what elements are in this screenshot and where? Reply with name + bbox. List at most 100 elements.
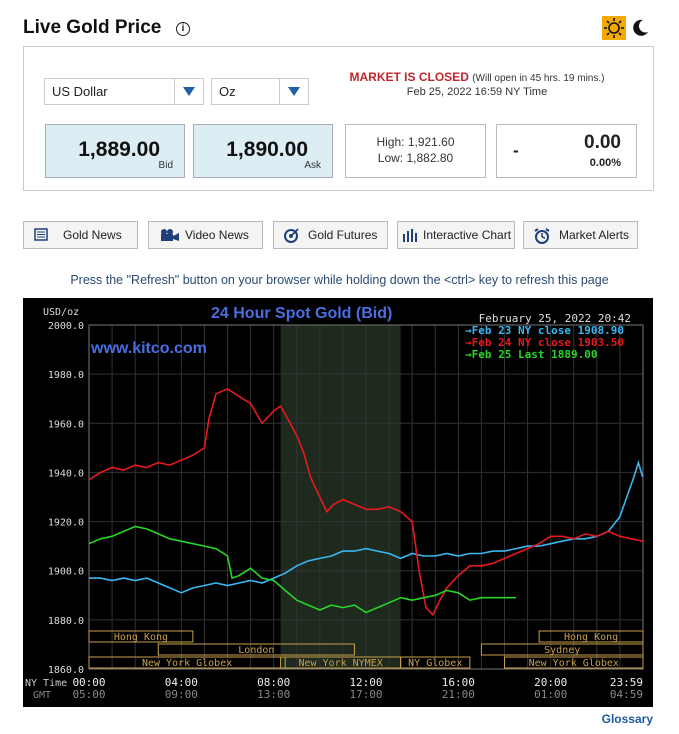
shaded-session-area (280, 325, 401, 669)
y-axis-label: USD/oz (43, 307, 79, 318)
unit-select[interactable]: Oz (211, 78, 309, 105)
bar-chart-icon (403, 229, 417, 242)
currency-value: US Dollar (52, 84, 108, 99)
gold-news-button[interactable]: Gold News (23, 221, 138, 249)
ask-price: 1,890.00 (226, 138, 308, 161)
chart-title: 24 Hour Spot Gold (Bid) (211, 305, 392, 322)
x-tick-label: 04:00 (165, 676, 198, 689)
session-band-label: New York Globex (529, 658, 619, 669)
session-band-label: London (238, 645, 274, 656)
x-tick-label: 23:59 (610, 676, 643, 689)
market-status: MARKET IS CLOSED (Will open in 45 hrs. 1… (327, 70, 627, 98)
series-line (89, 459, 644, 594)
legend-entry: →Feb 25 Last 1889.00 (465, 348, 597, 361)
x-tick-label: 00:00 (72, 676, 105, 689)
video-news-button[interactable]: Video News (148, 221, 263, 249)
alarm-clock-icon (534, 228, 550, 244)
x-tick-label-gmt: 05:00 (72, 688, 105, 701)
page-title: Live Gold Price (23, 17, 162, 38)
x-axis-row-label: GMT (33, 690, 51, 701)
x-tick-label-gmt: 21:00 (442, 688, 475, 701)
x-tick-label-gmt: 17:00 (349, 688, 382, 701)
y-tick-label: 1960.0 (48, 419, 84, 430)
series-line (88, 525, 516, 614)
session-band-label: Sydney (544, 645, 580, 656)
glossary-link[interactable]: Glossary (601, 712, 653, 726)
x-tick-label: 16:00 (442, 676, 475, 689)
newspaper-icon (34, 228, 48, 241)
refresh-tip: Press the "Refresh" button on your brows… (70, 273, 609, 287)
chevron-down-icon (183, 87, 195, 96)
high-price: High: 1,921.60 (376, 135, 455, 149)
chart-date-label: February 25, 2022 20:42 (479, 312, 631, 325)
y-tick-label: 1880.0 (48, 616, 84, 627)
video-camera-icon (161, 229, 179, 241)
sun-icon (604, 18, 624, 38)
legend-entry: →Feb 24 NY close 1903.50 (465, 336, 624, 349)
session-band-label: New York NYMEX (298, 658, 382, 669)
session-band (88, 630, 194, 643)
x-tick-label-gmt: 09:00 (165, 688, 198, 701)
change-sign: - (513, 141, 519, 160)
x-tick-label: 08:00 (257, 676, 290, 689)
plot-frame (88, 324, 644, 670)
info-icon[interactable]: i (176, 22, 190, 36)
x-tick-label: 20:00 (534, 676, 567, 689)
x-tick-label: 12:00 (349, 676, 382, 689)
gold-price-chart[interactable]: 2000.0 1980.0 1960.0 1940.0 1920.0 1900.0 1880… (23, 298, 653, 707)
bid-box: 1,889.00 Bid (45, 124, 185, 178)
session-band (400, 656, 471, 669)
bid-price: 1,889.00 (78, 138, 160, 161)
market-alerts-button[interactable]: Market Alerts (523, 221, 638, 249)
bid-label: Bid (158, 160, 173, 171)
chart-svg: 2000.0 1980.0 1960.0 1940.0 1920.0 1900.0 1880… (25, 305, 644, 701)
session-band-label: Hong Kong (564, 632, 618, 643)
change-percent: 0.00% (589, 157, 621, 169)
chevron-down-icon (288, 87, 300, 96)
gold-news-label: Gold News (63, 228, 122, 242)
gold-futures-button[interactable]: Gold Futures (273, 221, 388, 249)
session-band (504, 656, 644, 669)
y-tick-label: 2000.0 (48, 321, 84, 332)
session-band (538, 630, 644, 643)
session-band-label: Hong Kong (114, 632, 168, 643)
y-tick-label: 1940.0 (48, 468, 84, 479)
video-news-label: Video News (185, 228, 249, 242)
session-band (157, 643, 355, 656)
x-tick-label-gmt: 01:00 (534, 688, 567, 701)
moon-icon (633, 19, 648, 36)
light-theme-button[interactable] (602, 16, 626, 40)
interactive-chart-label: Interactive Chart (423, 228, 512, 242)
session-band-label: NY Globex (408, 658, 462, 669)
unit-value: Oz (219, 84, 236, 99)
status-datetime: Feb 25, 2022 16:59 NY Time (406, 86, 548, 98)
currency-dropdown-arrow[interactable] (174, 79, 203, 104)
x-axis-row-label: NY Time (25, 678, 67, 689)
session-band (88, 656, 286, 669)
session-band-label: New York Globex (142, 658, 232, 669)
market-alerts-label: Market Alerts (559, 228, 630, 242)
chart-watermark: www.kitco.com (90, 340, 207, 357)
ask-box: 1,890.00 Ask (193, 124, 333, 178)
reopen-note: (Will open in 45 hrs. 19 mins.) (472, 73, 605, 84)
dark-theme-button[interactable] (628, 16, 652, 40)
unit-dropdown-arrow[interactable] (279, 79, 308, 104)
low-price: Low: 1,882.80 (377, 151, 454, 165)
change-box: - 0.00 0.00% (496, 124, 637, 178)
x-tick-label-gmt: 13:00 (257, 688, 290, 701)
target-icon (284, 228, 299, 243)
y-tick-label: 1920.0 (48, 518, 84, 529)
session-band (480, 643, 644, 656)
legend-entry: →Feb 23 NY close 1908.90 (465, 324, 624, 337)
currency-select[interactable]: US Dollar (44, 78, 204, 105)
interactive-chart-button[interactable]: Interactive Chart (397, 221, 515, 249)
change-value: 0.00 (584, 132, 621, 153)
ask-label: Ask (304, 160, 321, 171)
market-closed-label: MARKET IS CLOSED (349, 70, 469, 84)
series-line (88, 387, 643, 617)
x-tick-label-gmt: 04:59 (610, 688, 643, 701)
y-tick-label: 1980.0 (48, 370, 84, 381)
y-tick-label: 1900.0 (48, 567, 84, 578)
price-card (23, 46, 654, 191)
gold-futures-label: Gold Futures (308, 228, 378, 242)
